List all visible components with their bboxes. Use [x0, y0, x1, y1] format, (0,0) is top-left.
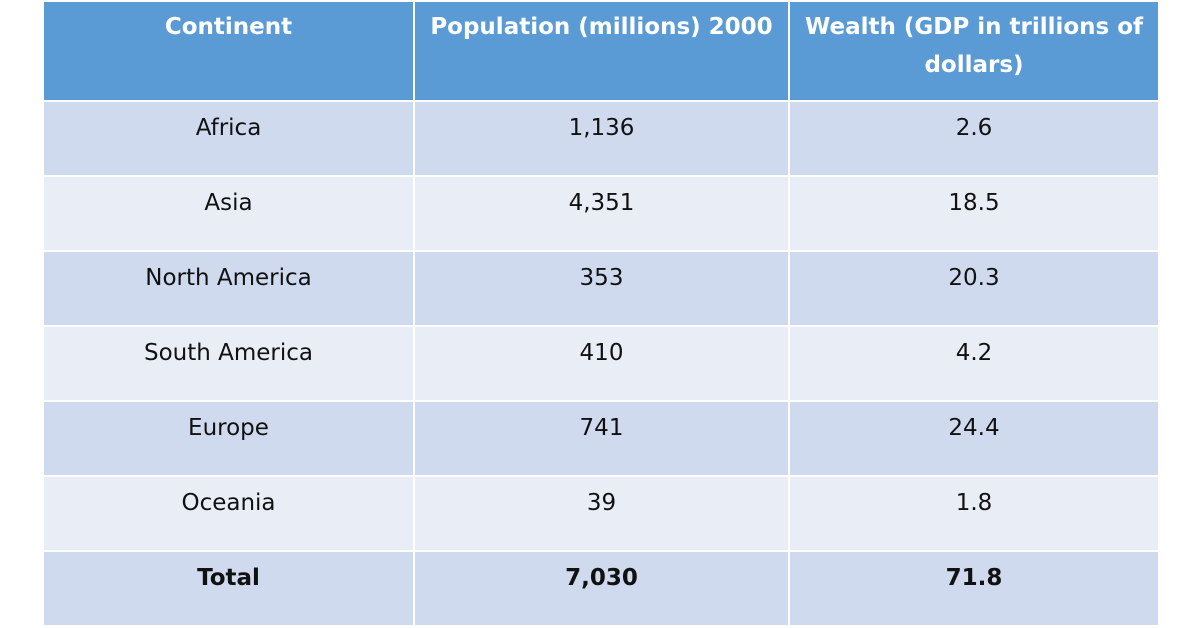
- table-cell: 1,136: [413, 100, 790, 177]
- table-cell: 4,351: [413, 175, 790, 252]
- table-cell: 353: [413, 250, 790, 327]
- table-cell: Africa: [42, 100, 415, 177]
- table-cell: 2.6: [788, 100, 1160, 177]
- table-row: Asia 4,351 18.5: [42, 175, 1160, 252]
- table-row: Total 7,030 71.8: [42, 550, 1160, 627]
- table-cell: 410: [413, 325, 790, 402]
- data-table: Continent Population (millions) 2000 Wealt…: [42, 0, 1160, 627]
- table-cell: 741: [413, 400, 790, 477]
- table-row: Europe 741 24.4: [42, 400, 1160, 477]
- table-cell: 4.2: [788, 325, 1160, 402]
- table-cell: 39: [413, 475, 790, 552]
- table-cell: Asia: [42, 175, 415, 252]
- table-cell: 71.8: [788, 550, 1160, 627]
- header-cell: Continent: [42, 0, 415, 102]
- table-cell: 20.3: [788, 250, 1160, 327]
- table-row: South America 410 4.2: [42, 325, 1160, 402]
- table-cell: 7,030: [413, 550, 790, 627]
- table-row: North America 353 20.3: [42, 250, 1160, 327]
- header-row: Continent Population (millions) 2000 Wealt…: [42, 0, 1160, 102]
- table-cell: North America: [42, 250, 415, 327]
- table-row: Oceania 39 1.8: [42, 475, 1160, 552]
- header-cell: Population (millions) 2000: [413, 0, 790, 102]
- table-cell: 1.8: [788, 475, 1160, 552]
- table-cell: 24.4: [788, 400, 1160, 477]
- table-cell: Europe: [42, 400, 415, 477]
- table-row: Africa 1,136 2.6: [42, 100, 1160, 177]
- table-cell: Oceania: [42, 475, 415, 552]
- table-cell: 18.5: [788, 175, 1160, 252]
- table-cell: South America: [42, 325, 415, 402]
- table-cell: Total: [42, 550, 415, 627]
- header-cell: Wealth (GDP in trillions of dollars): [788, 0, 1160, 102]
